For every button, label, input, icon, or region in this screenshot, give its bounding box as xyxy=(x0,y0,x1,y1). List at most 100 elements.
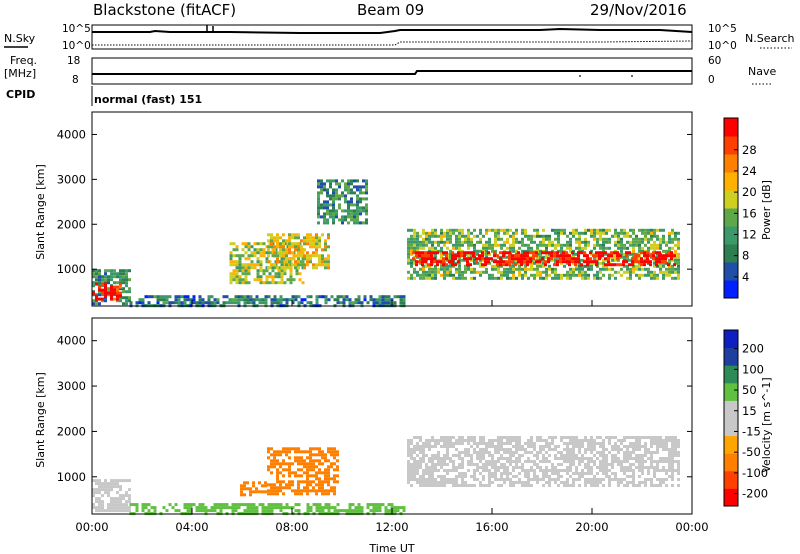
echo-cell xyxy=(244,245,248,249)
echo-cell xyxy=(291,480,294,484)
echo-cell xyxy=(479,454,482,457)
echo-cell xyxy=(559,257,562,261)
echo-cell xyxy=(590,472,593,475)
echo-cell xyxy=(539,451,542,454)
noise-right-bottom-tick: 10^0 xyxy=(708,40,737,52)
echo-cell xyxy=(443,234,446,238)
echo-cell xyxy=(317,215,320,219)
x-tick-label: 16:00 xyxy=(475,520,508,534)
echo-cell xyxy=(539,445,542,448)
echo-cell xyxy=(529,260,532,264)
echo-cell xyxy=(644,466,647,469)
echo-cell xyxy=(503,231,506,235)
echo-cell xyxy=(527,472,530,475)
echo-cell xyxy=(301,260,305,264)
echo-cell xyxy=(482,451,485,454)
echo-cell xyxy=(479,472,482,475)
echo-cell xyxy=(574,263,577,267)
echo-cell xyxy=(563,454,566,457)
echo-cell xyxy=(213,509,217,513)
echo-cell xyxy=(485,460,488,463)
echo-cell xyxy=(505,260,508,264)
echo-cell xyxy=(270,301,274,305)
echo-cell xyxy=(491,457,494,460)
echo-cell xyxy=(419,267,422,271)
echo-cell xyxy=(95,299,98,303)
echo-cell xyxy=(535,254,538,258)
echo-cell xyxy=(413,445,416,448)
echo-cell xyxy=(407,252,410,256)
echo-cell xyxy=(288,251,291,255)
echo-cell xyxy=(422,237,425,241)
echo-cell xyxy=(262,242,266,246)
echo-cell xyxy=(107,485,110,489)
echo-cell xyxy=(671,454,674,457)
echo-cell xyxy=(668,267,671,271)
echo-cell xyxy=(336,295,340,299)
echo-cell xyxy=(329,194,332,198)
echo-cell xyxy=(569,243,572,247)
echo-cell xyxy=(344,194,347,198)
echo-cell xyxy=(593,445,596,448)
echo-cell xyxy=(617,258,620,262)
echo-cell xyxy=(473,270,476,274)
echo-cell xyxy=(273,236,276,240)
echo-cell xyxy=(425,442,428,445)
echo-cell xyxy=(271,269,275,273)
echo-cell xyxy=(449,231,452,235)
echo-cell xyxy=(413,261,416,265)
echo-cell xyxy=(677,484,680,487)
echo-cell xyxy=(677,261,680,265)
echo-cell xyxy=(431,234,434,238)
echo-cell xyxy=(473,469,476,472)
echo-cell xyxy=(548,237,551,241)
echo-cell xyxy=(315,233,318,237)
echo-cell xyxy=(653,460,656,463)
echo-cell xyxy=(416,466,419,469)
echo-cell xyxy=(485,469,488,472)
echo-cell xyxy=(493,254,496,258)
echo-cell xyxy=(437,460,440,463)
echo-cell xyxy=(119,282,122,286)
echo-cell xyxy=(508,251,511,255)
echo-cell xyxy=(330,486,333,490)
echo-cell xyxy=(566,448,569,451)
echo-cell xyxy=(569,439,572,442)
echo-cell xyxy=(515,228,518,232)
echo-cell xyxy=(473,228,476,232)
echo-cell xyxy=(578,460,581,463)
echo-cell xyxy=(488,240,491,244)
echo-cell xyxy=(128,488,131,492)
echo-cell xyxy=(677,258,680,262)
echo-cell xyxy=(421,260,424,264)
echo-cell xyxy=(584,270,587,274)
echo-cell xyxy=(491,475,494,478)
echo-cell xyxy=(509,460,512,463)
echo-cell xyxy=(244,281,248,285)
echo-cell xyxy=(620,255,623,259)
echo-cell xyxy=(526,260,529,264)
echo-cell xyxy=(125,506,128,510)
echo-cell xyxy=(563,243,566,247)
echo-cell xyxy=(369,503,373,507)
echo-cell xyxy=(271,275,275,279)
echo-cell xyxy=(159,295,163,299)
echo-cell xyxy=(634,257,637,261)
echo-cell xyxy=(593,246,596,250)
echo-cell xyxy=(277,281,281,285)
echo-cell xyxy=(101,291,104,295)
echo-cell xyxy=(545,481,548,484)
echo-cell xyxy=(309,483,312,487)
echo-cell xyxy=(599,276,602,280)
echo-cell xyxy=(219,509,223,513)
echo-cell xyxy=(95,497,98,501)
echo-cell xyxy=(569,246,572,250)
echo-cell xyxy=(545,270,548,274)
echo-cell xyxy=(560,261,563,265)
echo-cell xyxy=(578,463,581,466)
echo-cell xyxy=(578,439,581,442)
echo-cell xyxy=(497,270,500,274)
echo-cell xyxy=(667,254,670,258)
echo-cell xyxy=(128,500,131,504)
echo-cell xyxy=(428,273,431,277)
